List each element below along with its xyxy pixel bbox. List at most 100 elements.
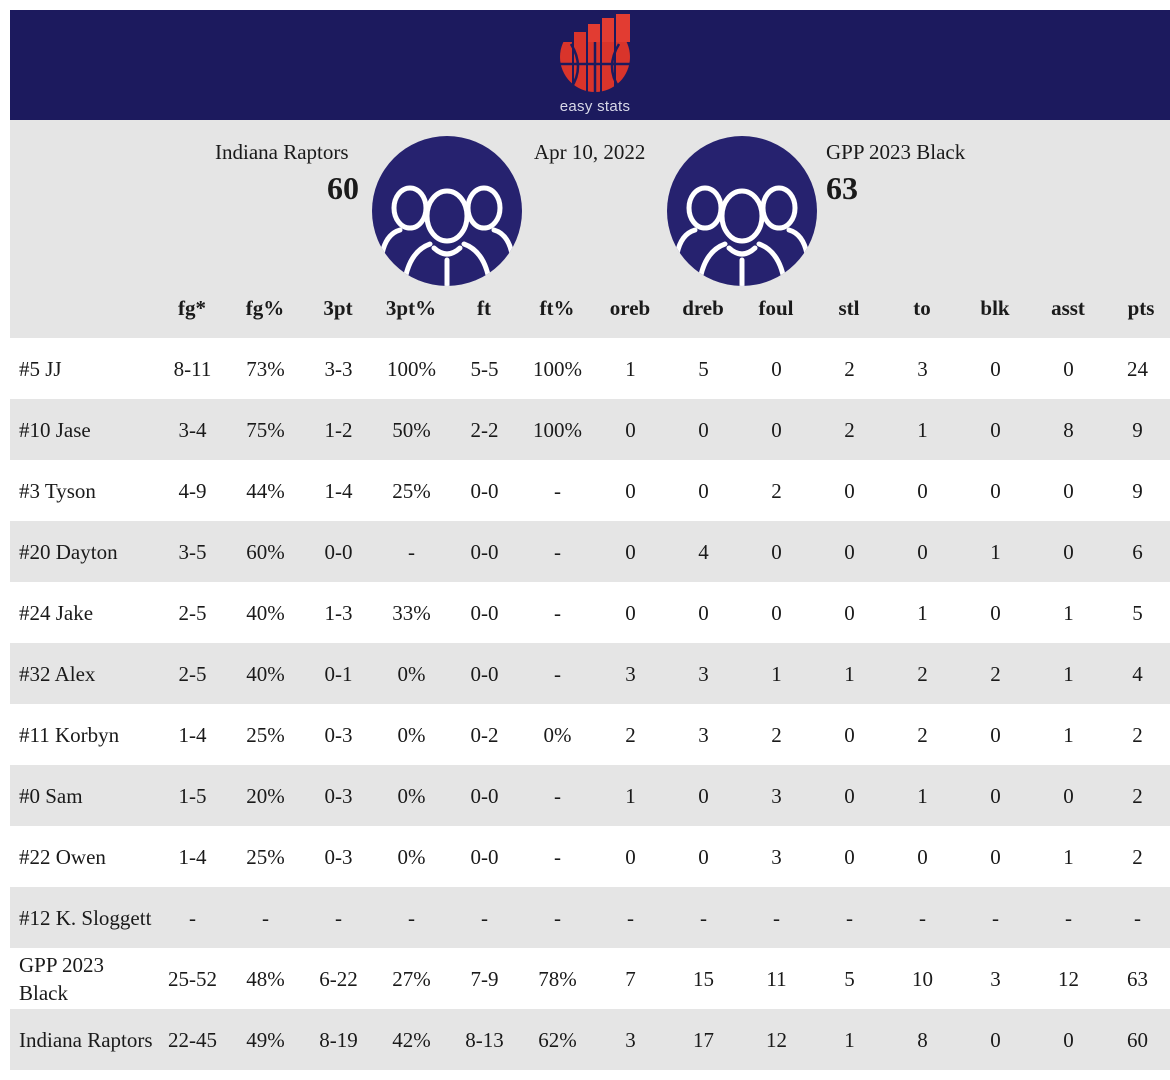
column-header-asst[interactable]: asst [1051,296,1085,320]
stat-cell-ft: 0% [521,704,594,765]
stat-cell-ft: 5-5 [448,338,521,399]
column-header-3pt[interactable]: 3pt [323,296,353,320]
stat-cell-stl: 1 [813,643,886,704]
stat-cell-ft: 0-0 [448,765,521,826]
player-row[interactable]: #22 Owen 1-4 25% 0-3 0% 0-0-0 0 3 0 0 0 1 2 [10,826,1170,887]
stat-cell-ft: - [521,582,594,643]
stat-cell-3pt: 0-3 [302,704,375,765]
stat-cell-pts: - [1105,887,1170,948]
column-header-stl[interactable]: stl [838,296,860,320]
stat-cell-to: 1 [886,582,959,643]
stat-cell-fg: 4-9 [156,460,229,521]
stat-cell-stl: 1 [813,1009,886,1070]
stat-cell-3pt: 0-0 [302,521,375,582]
stat-cell-blk: 0 [959,1009,1032,1070]
player-name: #32 Alex [10,643,156,704]
stat-cell-fg: 25% [229,826,302,887]
stat-cell-ft: - [521,521,594,582]
stat-cell-to: 0 [886,460,959,521]
column-header-oreb[interactable]: oreb [609,296,651,320]
box-score-body: #5 JJ 8-11 73% 3-3 100% 5-5 100% 1 5 0 2 3 0 0 24 #10 J… [10,338,1170,1070]
app-logo-text: easy stats [559,98,631,115]
stat-cell-oreb: 3 [594,1009,667,1070]
stat-cell-oreb: 7 [594,948,667,1009]
stat-cell-3pt: 1-2 [302,399,375,460]
stat-cell-3pt: 42% [375,1009,448,1070]
stat-cell-to: 10 [886,948,959,1009]
stat-cell-foul: 0 [740,338,813,399]
column-header-fg-made[interactable]: fg* [178,296,206,320]
stat-cell-asst: 1 [1032,582,1105,643]
stat-cell-ft: 62% [521,1009,594,1070]
stat-cell-blk: - [959,887,1032,948]
stat-cell-dreb: 17 [667,1009,740,1070]
stat-cell-oreb: 0 [594,582,667,643]
stat-cell-asst: - [1032,887,1105,948]
player-name: #10 Jase [10,399,156,460]
stat-cell-pts: 5 [1105,582,1170,643]
stat-cell-stl: 2 [813,338,886,399]
away-team-avatar[interactable] [667,136,817,286]
player-row[interactable]: #32 Alex 2-5 40% 0-1 0% 0-0-3 3 1 1 2 2 1 4 [10,643,1170,704]
column-header-ft[interactable]: ft [477,296,491,320]
player-row[interactable]: #12 K. Sloggett - - - - - - - - - - - - - - [10,887,1170,948]
stat-cell-oreb: 3 [594,643,667,704]
app-logo[interactable]: easy stats [545,12,645,116]
team-group-icon [674,185,810,286]
column-header-fg-pct[interactable]: fg% [245,296,285,320]
player-row[interactable]: #20 Dayton 3-5 60% 0-0-0-0-0 4 0 0 0 1 0 6 [10,521,1170,582]
scoreboard: Indiana Raptors 60 Apr 10, 2022 [10,120,1170,338]
stat-cell-foul: 2 [740,704,813,765]
player-row[interactable]: #3 Tyson 4-9 44% 1-4 25% 0-0-0 0 2 0 0 0 0 9 [10,460,1170,521]
stat-cell-fg: 1-5 [156,765,229,826]
stat-cell-ft: - [521,826,594,887]
stat-cell-ft: 78% [521,948,594,1009]
stat-cell-blk: 0 [959,399,1032,460]
stat-cell-ft: 0-0 [448,643,521,704]
away-team-name[interactable]: GPP 2023 Black [826,140,966,164]
player-name: #3 Tyson [10,460,156,521]
player-name: #24 Jake [10,582,156,643]
team-total-row[interactable]: Indiana Raptors 22-45 49% 8-19 42% 8-13 62% 3 17… [10,1009,1170,1070]
column-header-pts[interactable]: pts [1127,296,1155,320]
stat-cell-3pt: 0-3 [302,826,375,887]
column-header-to[interactable]: to [913,296,931,320]
stat-cell-stl: 0 [813,521,886,582]
stat-cell-oreb: 0 [594,460,667,521]
stat-cell-3pt: 33% [375,582,448,643]
stat-cell-oreb: 1 [594,338,667,399]
column-header-ft-pct[interactable]: ft% [539,296,575,320]
stat-cell-3pt: 8-19 [302,1009,375,1070]
stat-cell-foul: - [740,887,813,948]
team-total-name: GPP 2023 Black [10,948,156,1009]
stat-cell-foul: 2 [740,460,813,521]
stat-cell-fg: 73% [229,338,302,399]
stat-cell-pts: 2 [1105,704,1170,765]
player-row[interactable]: #0 Sam 1-5 20% 0-3 0% 0-0-1 0 3 0 1 0 0 2 [10,765,1170,826]
column-header-blk[interactable]: blk [980,296,1010,320]
player-row[interactable]: #10 Jase 3-4 75% 1-2 50% 2-2 100% 0 0 0 2 1 0 8 9 [10,399,1170,460]
home-team-avatar[interactable] [372,136,522,286]
stat-cell-ft: 2-2 [448,399,521,460]
box-score-page: easy stats Indiana Raptors 60 Apr [10,10,1170,1080]
column-header-3pt-pct[interactable]: 3pt% [385,296,437,320]
player-row[interactable]: #24 Jake 2-5 40% 1-3 33% 0-0-0 0 0 0 1 0 1 5 [10,582,1170,643]
player-name: #0 Sam [10,765,156,826]
stat-cell-asst: 0 [1032,338,1105,399]
player-row[interactable]: #11 Korbyn 1-4 25% 0-3 0% 0-2 0% 2 3 2 0 2 0 1 2 [10,704,1170,765]
team-total-row[interactable]: GPP 2023 Black 25-52 48% 6-22 27% 7-9 78% 7 15 11… [10,948,1170,1009]
stat-cell-fg: 3-4 [156,399,229,460]
stat-cell-asst: 8 [1032,399,1105,460]
stat-cell-oreb: 0 [594,399,667,460]
stat-cell-to: 3 [886,338,959,399]
player-row[interactable]: #5 JJ 8-11 73% 3-3 100% 5-5 100% 1 5 0 2 3 0 0 24 [10,338,1170,399]
stat-cell-oreb: 1 [594,765,667,826]
home-team-name[interactable]: Indiana Raptors [215,140,349,164]
stat-cell-3pt: - [375,887,448,948]
stat-cell-blk: 0 [959,460,1032,521]
stat-cell-asst: 12 [1032,948,1105,1009]
column-header-dreb[interactable]: dreb [682,296,724,320]
stat-cell-stl: 0 [813,582,886,643]
app-header: easy stats [10,10,1170,120]
column-header-foul[interactable]: foul [758,296,794,320]
